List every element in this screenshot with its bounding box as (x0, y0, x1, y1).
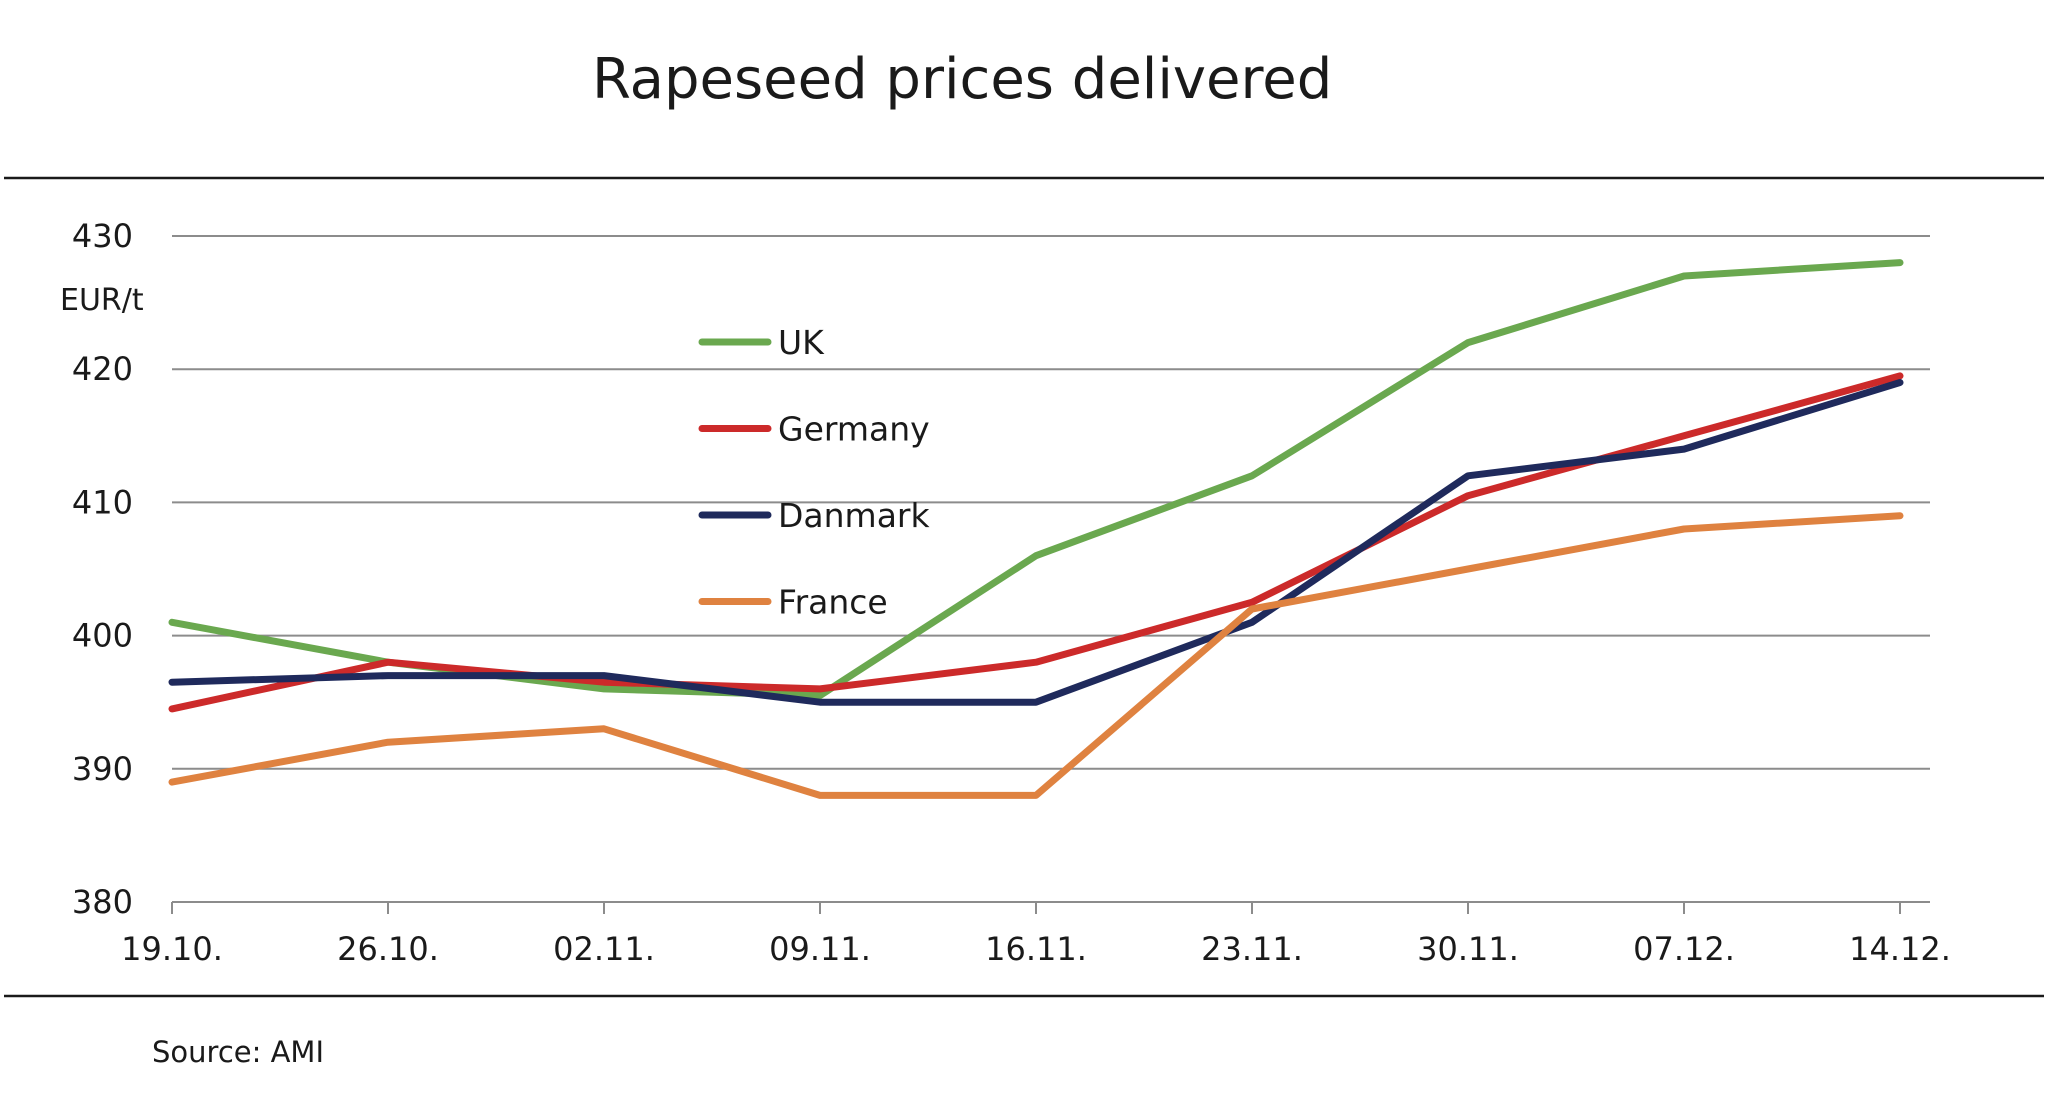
y-tick-labels: 380 390 400 410 420 430 (72, 217, 133, 921)
y-tick-label: 410 (72, 483, 133, 521)
legend: UK Germany Danmark France (698, 323, 930, 622)
gridlines (172, 235, 1930, 770)
source-note: Source: AMI (152, 1035, 324, 1069)
legend-label-germany: Germany (778, 410, 930, 449)
series-line-uk (168, 259, 1904, 699)
x-tick-label: 26.10. (337, 930, 439, 968)
x-tick-label: 23.11. (1201, 930, 1303, 968)
legend-label-uk: UK (778, 323, 825, 362)
y-tick-label: 380 (72, 883, 133, 921)
y-tick-label: 420 (72, 350, 133, 388)
x-tick-label: 02.11. (553, 930, 655, 968)
x-tick-label: 07.12. (1633, 930, 1735, 968)
x-tick-label: 19.10. (121, 930, 223, 968)
x-tick-label: 14.12. (1849, 930, 1951, 968)
x-tick-labels: 19.10. 26.10. 02.11. 09.11. 16.11. 23.11. 30.1… (121, 930, 1951, 968)
y-tick-label: 430 (72, 217, 133, 255)
y-axis-unit-label: EUR/t (60, 283, 144, 318)
x-tick-label: 16.11. (985, 930, 1087, 968)
x-axis (171, 901, 1930, 914)
series-line-france (168, 512, 1904, 799)
x-tick-label: 30.11. (1417, 930, 1519, 968)
y-tick-label: 400 (72, 617, 133, 655)
chart-title: Rapeseed prices delivered (592, 47, 1332, 112)
y-tick-label: 390 (72, 750, 133, 788)
series-lines (168, 259, 1904, 799)
legend-label-danmark: Danmark (778, 496, 930, 535)
x-tick-label: 09.11. (769, 930, 871, 968)
legend-label-france: France (778, 583, 888, 622)
series-line-danmark (168, 379, 1904, 706)
series-line-germany (168, 372, 1904, 713)
